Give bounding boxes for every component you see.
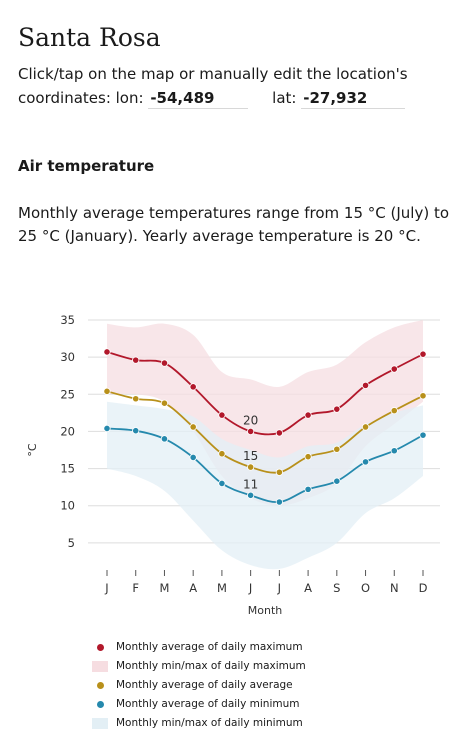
- min-data-point: [333, 477, 341, 485]
- legend-swatch: [90, 718, 110, 729]
- legend-label: Monthly average of daily minimum: [116, 698, 300, 710]
- temperature-chart: 5 10 15 20 25 30 35 °C 20 15 11 J F M A M J J A S O N D Month: [26, 313, 440, 617]
- max-data-point: [275, 429, 283, 437]
- max-data-point: [160, 359, 169, 367]
- min-data-point: [103, 424, 111, 433]
- y-axis-label: °C: [26, 443, 39, 457]
- legend-swatch: [90, 644, 110, 651]
- min-data-point: [304, 485, 312, 493]
- x-axis-label: Month: [248, 604, 283, 617]
- legend-item: Monthly average of daily maximum: [90, 638, 306, 657]
- x-tick-label: J: [248, 581, 252, 595]
- max-data-point: [103, 348, 111, 356]
- legend-item: Monthly average of daily average: [90, 676, 306, 695]
- avg-data-point: [103, 387, 111, 395]
- x-tick-label: M: [217, 581, 227, 595]
- data-label: 20: [243, 413, 258, 427]
- legend-swatch: [90, 661, 110, 672]
- temperature-description: Monthly average temperatures range from …: [18, 204, 450, 245]
- legend-item: Monthly min/max of daily maximum: [90, 657, 306, 676]
- avg-data-point: [419, 392, 427, 400]
- x-tick-label: O: [361, 581, 370, 595]
- min-data-point: [390, 447, 398, 455]
- legend-label: Monthly min/max of daily minimum: [116, 717, 303, 729]
- legend-label: Monthly min/max of daily maximum: [116, 660, 306, 672]
- legend-swatch: [90, 682, 110, 689]
- x-tick-label: S: [333, 581, 340, 595]
- min-data-point: [247, 491, 255, 499]
- avg-data-point: [304, 453, 312, 461]
- x-tick-label: N: [390, 581, 399, 595]
- y-tick-label: 5: [68, 536, 75, 550]
- avg-data-point: [275, 468, 283, 476]
- max-data-point: [419, 350, 427, 358]
- max-data-point: [189, 383, 197, 391]
- legend-label: Monthly average of daily average: [116, 679, 293, 691]
- avg-data-point: [333, 445, 341, 453]
- page-title: Santa Rosa: [18, 22, 161, 52]
- y-tick-label: 15: [60, 462, 75, 476]
- max-data-point: [333, 405, 341, 413]
- x-tick-label: A: [304, 581, 312, 595]
- latitude-label: lat:: [272, 89, 297, 107]
- coordinates-line: Click/tap on the map or manually edit th…: [18, 62, 458, 110]
- x-tick-label: F: [132, 581, 139, 595]
- avg-data-point: [132, 395, 140, 403]
- avg-data-point: [189, 423, 197, 431]
- x-tick-label: M: [159, 581, 169, 595]
- coordinates-instructions: Click/tap on the map or manually edit th…: [18, 65, 408, 107]
- legend-label: Monthly average of daily maximum: [116, 641, 303, 653]
- legend-item: Monthly min/max of daily minimum: [90, 714, 306, 733]
- y-tick-label: 20: [60, 424, 75, 438]
- chart-legend: Monthly average of daily maximum Monthly …: [90, 638, 306, 733]
- data-label: 15: [243, 449, 258, 463]
- x-tick-label: J: [277, 581, 281, 595]
- y-tick-label: 10: [60, 499, 75, 513]
- avg-data-point: [361, 423, 370, 431]
- latitude-input[interactable]: -27,932: [301, 88, 406, 109]
- section-title: Air temperature: [18, 157, 155, 175]
- y-tick-label: 30: [60, 350, 75, 364]
- x-tick-label: A: [189, 581, 197, 595]
- max-data-point: [361, 381, 370, 389]
- avg-data-point: [390, 407, 398, 415]
- avg-data-point: [247, 463, 255, 471]
- max-data-point: [247, 427, 255, 436]
- max-data-point: [218, 411, 226, 419]
- min-data-point: [275, 498, 283, 506]
- min-data-point: [218, 479, 226, 488]
- max-data-point: [390, 365, 398, 373]
- min-data-point: [189, 453, 197, 462]
- avg-data-point: [218, 450, 226, 458]
- max-data-point: [132, 356, 140, 364]
- y-tick-label: 35: [60, 313, 75, 327]
- x-tick-label: J: [104, 581, 108, 595]
- avg-data-point: [160, 399, 169, 407]
- min-data-point: [160, 435, 169, 443]
- legend-item: Monthly average of daily minimum: [90, 695, 306, 714]
- data-label: 11: [243, 477, 258, 491]
- min-data-point: [419, 431, 427, 439]
- max-data-point: [304, 411, 312, 419]
- min-data-point: [361, 458, 370, 466]
- y-tick-label: 25: [60, 387, 75, 401]
- longitude-input[interactable]: -54,489: [148, 88, 249, 109]
- x-tick-label: D: [419, 581, 428, 595]
- min-data-point: [132, 427, 140, 435]
- legend-swatch: [90, 701, 110, 708]
